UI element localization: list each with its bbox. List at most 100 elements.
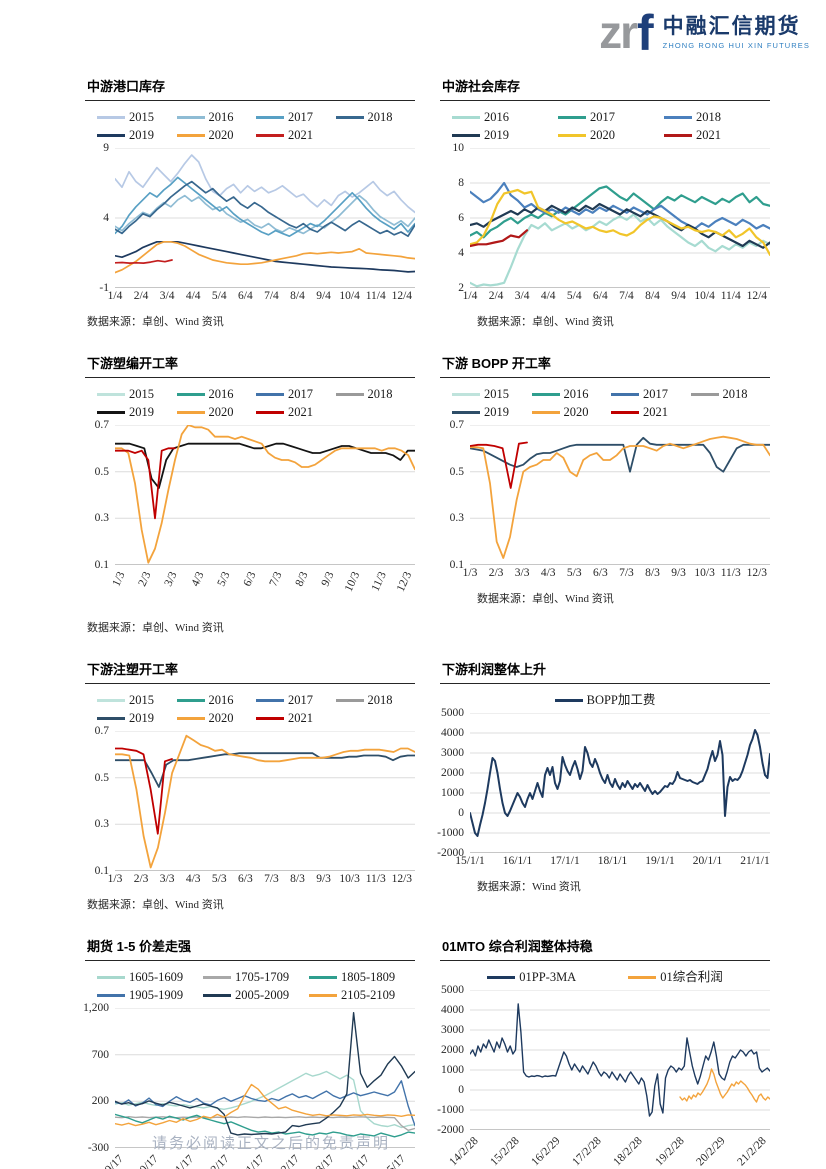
legend-item: 2017 (256, 387, 336, 402)
x-tick-label-text: 21/2/28 (735, 1135, 769, 1169)
legend-swatch (176, 699, 205, 702)
legend-label: 2018 (367, 693, 393, 707)
chart-downstream-profit: 下游利润整体上升 BOPP加工费 5000 4000 3000 2000 1000 0 -1… (437, 659, 770, 894)
plot-wrap: 10 8 6 4 2 (440, 142, 770, 294)
x-axis-labels: 14/2/28 15/2/28 16/2/29 17/2/28 18/2/28 19/2/… (447, 1130, 770, 1169)
x-tick-label: 4/3 (185, 873, 201, 885)
series-line-01综合利润 (680, 1069, 770, 1102)
plot-area (115, 425, 415, 565)
legend-label: 2021 (288, 128, 313, 142)
legend-label: 2016 (208, 387, 234, 401)
x-tick-label: 6/4 (238, 290, 253, 302)
legend-label: 2017 (288, 387, 313, 401)
plot-wrap: 1,200 700 200 -300 (83, 1002, 415, 1154)
legend-swatch (611, 393, 639, 396)
legend-item: 2016 (531, 387, 612, 402)
logo-f-glyph: f (636, 5, 654, 61)
legend-item: 2017 (256, 693, 336, 708)
y-tick-label: 3000 (441, 1024, 464, 1036)
y-tick-label: 4000 (441, 1004, 464, 1016)
legend-label: 2018 (367, 110, 393, 124)
x-tick-label-text: 8/3 (293, 570, 311, 589)
chart-legend: 2015 2016 2017 2018 2019 2020 2021 (85, 380, 415, 423)
x-tick-label: 16/1/1 (502, 855, 533, 867)
x-tick-label-text: 11/17 (169, 1153, 196, 1169)
legend-label: 1605-1609 (129, 970, 184, 984)
x-tick-label-text: 2/3 (136, 570, 154, 589)
legend-item: 2016 (176, 693, 257, 708)
legend-swatch (531, 411, 560, 414)
x-tick-label-text: 1/17 (243, 1153, 267, 1169)
x-tick-label-text: 5/3 (215, 570, 233, 589)
legend-item: 2017 (611, 387, 691, 402)
x-tick-label: 3/4 (159, 290, 175, 302)
legend-swatch (97, 411, 125, 414)
series-line-2005-2009 (115, 1013, 415, 1135)
y-tick-label: 0.7 (94, 419, 109, 431)
legend-item: 2018 (335, 387, 416, 402)
x-tick-label: 11/3 (365, 873, 386, 885)
y-tick-label: 200 (91, 1095, 109, 1108)
series-line-01PP-3MA (470, 1004, 770, 1116)
x-tick-label: 2/3 (133, 873, 149, 885)
y-tick-label: 700 (91, 1048, 109, 1061)
x-tick-label: 9/4 (671, 290, 686, 302)
y-tick-label: 4 (103, 212, 109, 224)
x-tick-label: 6/3 (593, 567, 608, 579)
x-tick-label-text: 15/2/28 (488, 1135, 522, 1169)
legend-swatch (611, 411, 639, 414)
chart-legend: 01PP-3MA 01综合利润 (440, 963, 770, 988)
x-tick-label: 9/3 (316, 873, 331, 885)
x-axis-labels: 15/1/1 16/1/1 17/1/1 18/1/1 19/1/1 20/1/1 21/1… (455, 853, 770, 870)
legend-swatch (452, 116, 480, 119)
legend-item: 2018 (664, 110, 770, 125)
x-tick-label-text: 1/3 (110, 570, 128, 589)
legend-swatch (176, 411, 205, 414)
legend-item: 2016 (176, 110, 257, 125)
x-tick-label-text: 12/17 (204, 1153, 232, 1169)
chart-futures-1-5-spread: 期货 1-5 价差走强 1605-1609 1705-1709 1805-1809 1… (83, 936, 415, 1169)
legend-item: 2019 (452, 128, 558, 143)
legend-label: 1805-1809 (341, 970, 396, 984)
x-tick-label: 1/4 (107, 290, 123, 302)
legend-swatch (203, 976, 231, 979)
legend-item: 2021 (256, 128, 336, 143)
legend-swatch (690, 393, 719, 396)
x-tick-label-text: 10/17 (133, 1153, 161, 1169)
legend-swatch (97, 699, 125, 702)
series-line-2020 (115, 242, 415, 273)
legend-label: 2005-2009 (235, 988, 290, 1002)
plot-wrap: 5000 4000 3000 2000 1000 0 -1000 -2000 (437, 984, 770, 1136)
chart-title: 下游塑编开工率 (85, 353, 415, 378)
x-tick-label-text: 6/3 (241, 570, 259, 589)
legend-label: 2021 (696, 128, 721, 142)
legend-swatch (335, 116, 364, 119)
disclaimer-text: 请务必阅读正文之后的免责声明 (152, 1136, 391, 1152)
x-tick-label: 12/4 (746, 290, 768, 302)
legend-label: 2020 (208, 128, 234, 142)
series-line-2020 (115, 425, 415, 563)
y-axis-ticks: 0.7 0.5 0.3 0.1 (85, 419, 115, 571)
x-tick-label: 1/3 (462, 567, 478, 579)
x-tick-label-text: 2/17 (278, 1153, 302, 1169)
y-axis-ticks: 5000 4000 3000 2000 1000 0 -1000 -2000 (437, 707, 470, 859)
series-line-2021 (470, 443, 527, 489)
y-tick-label: -2000 (437, 847, 464, 859)
plot-area (115, 148, 415, 288)
x-tick-label: 12/4 (391, 290, 413, 302)
y-tick-label: 9 (103, 142, 109, 154)
legend-swatch (97, 134, 125, 137)
legend-swatch (628, 976, 657, 979)
x-tick-label: 2/4 (133, 290, 149, 302)
y-tick-label: -2000 (437, 1124, 464, 1136)
legend-label: 2019 (484, 405, 509, 419)
x-axis-labels: 1/3 2/3 3/3 4/3 5/3 6/3 7/3 8/3 9/3 10/3 11/3 12/3 (108, 871, 415, 888)
series-line-2021 (470, 230, 527, 246)
plot-wrap: 9 4 -1 (85, 142, 415, 294)
x-tick-label: 12/3 (746, 567, 768, 579)
y-axis-ticks: 9 4 -1 (85, 142, 115, 294)
legend-item: 1905-1909 (97, 988, 203, 1003)
series-line-2015 (115, 155, 415, 212)
x-tick-label: 12/3 (391, 873, 413, 885)
x-tick-label: 11/3 (720, 567, 741, 579)
